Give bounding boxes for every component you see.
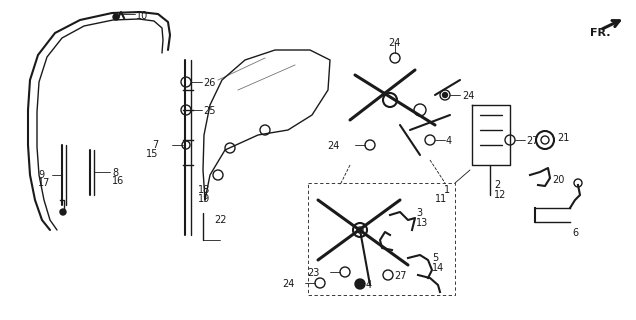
Text: 26: 26 — [203, 78, 216, 88]
Text: 10: 10 — [136, 11, 148, 21]
Text: 1: 1 — [444, 185, 450, 195]
Text: 27: 27 — [394, 271, 406, 281]
Text: 5: 5 — [432, 253, 438, 263]
Text: 21: 21 — [557, 133, 569, 143]
Text: 27: 27 — [526, 136, 539, 146]
Text: 24: 24 — [328, 141, 340, 151]
Text: 24: 24 — [388, 38, 401, 48]
Text: 2: 2 — [494, 180, 501, 190]
Text: 24: 24 — [462, 91, 474, 101]
Text: 23: 23 — [308, 268, 320, 278]
Text: 4: 4 — [366, 280, 372, 290]
Text: 16: 16 — [112, 176, 124, 186]
Text: 11: 11 — [435, 194, 447, 204]
Text: 4: 4 — [446, 136, 452, 146]
Text: 13: 13 — [416, 218, 428, 228]
Circle shape — [443, 92, 448, 98]
Text: 22: 22 — [214, 215, 226, 225]
Text: 19: 19 — [198, 194, 211, 204]
Text: 20: 20 — [552, 175, 564, 185]
Text: 24: 24 — [282, 279, 295, 289]
Text: 12: 12 — [494, 190, 506, 200]
Text: 3: 3 — [416, 208, 422, 218]
Text: 7: 7 — [152, 140, 158, 150]
Text: FR.: FR. — [590, 28, 611, 38]
Circle shape — [355, 279, 365, 289]
Text: 6: 6 — [572, 228, 578, 238]
Text: 17: 17 — [38, 178, 50, 188]
Text: 9: 9 — [38, 170, 44, 180]
Circle shape — [113, 14, 119, 20]
Text: 15: 15 — [146, 149, 158, 159]
Text: 18: 18 — [198, 185, 211, 195]
Text: 14: 14 — [432, 263, 445, 273]
Text: 8: 8 — [112, 168, 118, 178]
Circle shape — [60, 209, 66, 215]
Text: 25: 25 — [203, 106, 216, 116]
